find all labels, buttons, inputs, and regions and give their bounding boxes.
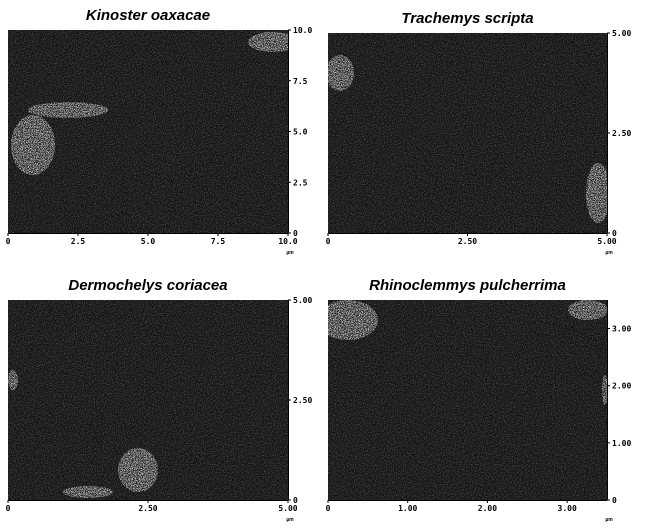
bright-region [11,115,55,175]
y-tick-label: 0 [293,496,298,505]
bright-region [328,300,378,340]
unit-label: µm [286,517,294,523]
bright-region [28,102,108,118]
x-tick-label: 2.50 [458,237,477,246]
y-tick-label: 0 [612,229,617,238]
x-tick-label: 0 [6,504,11,513]
bright-region [602,375,607,405]
y-tick-label: 2.50 [612,129,631,138]
unit-label: µm [605,517,613,523]
y-tick-label: 0 [612,496,617,505]
afm-texture [8,30,288,233]
x-tick-label: 10.0 [278,237,297,246]
y-tick-label: 10.0 [293,26,312,35]
x-tick-label: 0 [326,237,331,246]
unit-label: µm [286,250,294,256]
y-tick-label: 0 [293,229,298,238]
y-tick-label: 5.00 [612,29,631,38]
x-tick-label: 5.0 [141,237,156,246]
panel-title: Kinoster oaxacae [86,7,210,24]
bright-region [8,370,18,390]
x-tick-label: 0 [6,237,11,246]
bright-region [63,486,113,498]
bright-region [328,55,354,91]
panel-title: Rhinoclemmys pulcherrima [369,277,566,294]
x-tick-label: 7.5 [211,237,226,246]
afm-texture [328,33,607,233]
bright-region [118,448,158,492]
y-tick-label: 5.0 [293,128,308,137]
panel-title: Dermochelys coriacea [68,277,227,294]
y-tick-label: 2.50 [293,396,312,405]
x-tick-label: 2.50 [138,504,157,513]
bright-region [248,32,288,52]
bright-region [586,163,607,223]
unit-label: µm [605,250,613,256]
bright-region [568,300,607,320]
panel: Rhinoclemmys pulcherrima 0 1.00 2.00 3.00 0 1.… [326,277,632,523]
y-tick-label: 2.5 [293,178,308,187]
x-tick-label: 2.5 [71,237,86,246]
y-tick-label: 3.00 [612,325,631,334]
y-tick-label: 1.00 [612,439,631,448]
afm-texture [328,300,607,500]
x-tick-label: 2.00 [478,504,497,513]
panel-title: Trachemys scripta [401,10,533,27]
x-tick-label: 5.00 [597,237,616,246]
y-tick-label: 5.00 [293,296,312,305]
x-tick-label: 1.00 [398,504,417,513]
y-tick-label: 2.00 [612,382,631,391]
y-tick-label: 7.5 [293,77,308,86]
x-tick-label: 5.00 [278,504,297,513]
x-tick-label: 3.00 [558,504,577,513]
x-tick-label: 0 [326,504,331,513]
